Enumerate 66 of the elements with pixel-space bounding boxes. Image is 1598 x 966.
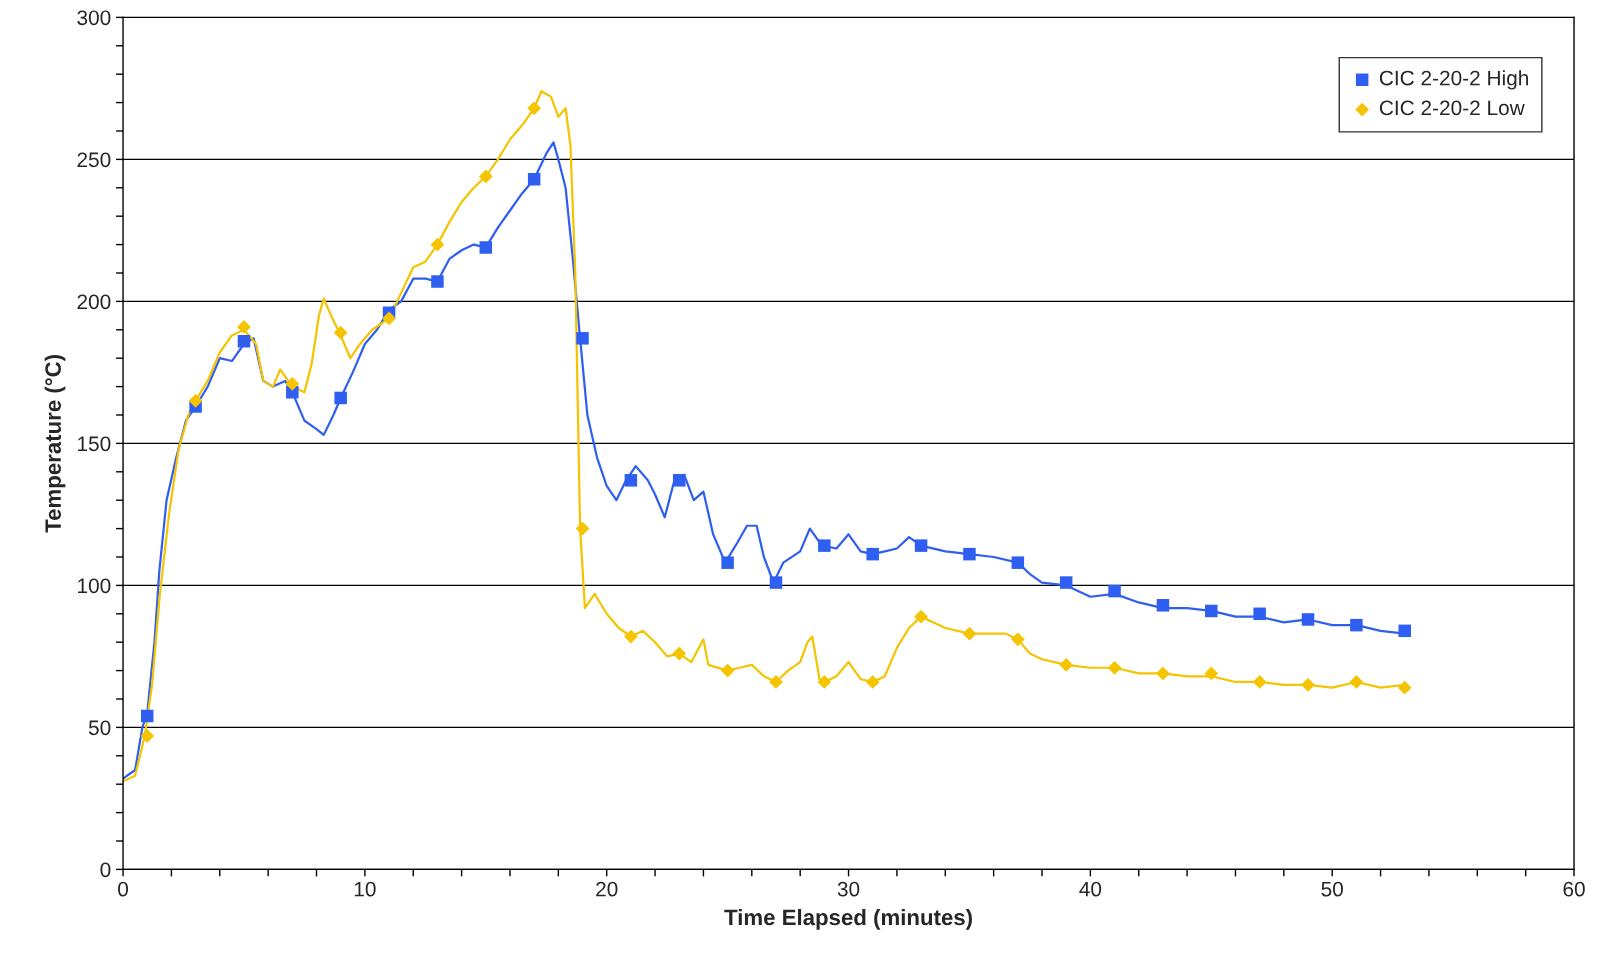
point bbox=[1397, 680, 1412, 695]
legend-label: CIC 2-20-2 High bbox=[1379, 70, 1528, 90]
point bbox=[1156, 599, 1170, 612]
point bbox=[140, 729, 155, 743]
point bbox=[1398, 624, 1411, 638]
x-tick-label: 10 bbox=[354, 881, 376, 897]
point bbox=[478, 169, 493, 184]
point bbox=[188, 393, 203, 408]
point bbox=[818, 539, 831, 552]
point bbox=[334, 391, 347, 405]
y-tick-label: 150 bbox=[78, 436, 111, 452]
point bbox=[431, 275, 444, 288]
y-tick-label: 0 bbox=[100, 862, 111, 878]
y-tick-label: 250 bbox=[77, 152, 111, 168]
point bbox=[1301, 613, 1315, 626]
point bbox=[672, 646, 687, 661]
point bbox=[914, 609, 928, 624]
point bbox=[1059, 658, 1074, 672]
point bbox=[1204, 666, 1219, 681]
point bbox=[1010, 632, 1025, 647]
point bbox=[430, 237, 445, 252]
y-tick-label: 100 bbox=[78, 578, 111, 594]
x-tick-label: 20 bbox=[596, 881, 618, 897]
point bbox=[817, 675, 832, 689]
point bbox=[285, 376, 300, 391]
point bbox=[333, 325, 348, 340]
point bbox=[1349, 675, 1364, 689]
point bbox=[237, 334, 251, 348]
x-tick-label: 40 bbox=[1079, 881, 1102, 897]
point bbox=[769, 576, 783, 589]
point bbox=[720, 663, 735, 678]
point bbox=[382, 311, 396, 326]
point bbox=[914, 539, 928, 552]
point bbox=[1011, 556, 1025, 569]
point bbox=[479, 241, 493, 254]
point bbox=[962, 626, 977, 641]
point bbox=[1156, 666, 1170, 681]
point bbox=[624, 474, 638, 487]
point bbox=[624, 629, 638, 644]
point bbox=[963, 547, 976, 561]
y-tick-label: 200 bbox=[77, 294, 111, 310]
point bbox=[865, 675, 880, 689]
y-tick-label: 300 bbox=[77, 10, 111, 26]
point bbox=[527, 101, 542, 116]
x-axis-title: Time Elapsed (minutes) bbox=[724, 908, 972, 930]
point bbox=[673, 474, 686, 487]
x-tick-label: 50 bbox=[1321, 881, 1343, 897]
x-tick-label: 60 bbox=[1563, 881, 1585, 897]
point bbox=[1350, 618, 1363, 632]
x-tick-label: 0 bbox=[118, 881, 129, 897]
point bbox=[1301, 677, 1315, 692]
point bbox=[1253, 607, 1266, 621]
point bbox=[1059, 576, 1073, 589]
point bbox=[1205, 604, 1218, 618]
point bbox=[140, 709, 154, 723]
y-tick-label: 50 bbox=[88, 720, 111, 736]
point bbox=[576, 332, 589, 345]
point bbox=[866, 547, 879, 561]
x-tick-label: 30 bbox=[837, 881, 860, 897]
point bbox=[1252, 675, 1267, 689]
legend-label: CIC 2-20-2 Low bbox=[1379, 100, 1525, 116]
point bbox=[1107, 660, 1122, 675]
point bbox=[1108, 584, 1121, 598]
point bbox=[721, 556, 734, 569]
point bbox=[527, 173, 541, 186]
y-axis-title: Temperature (°C) bbox=[44, 355, 66, 533]
